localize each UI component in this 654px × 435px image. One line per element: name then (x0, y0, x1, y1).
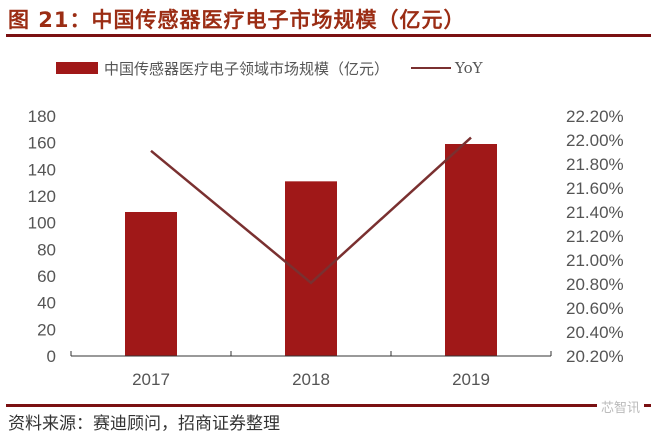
left-axis-tick: 80 (37, 240, 56, 259)
left-axis-tick: 140 (28, 160, 56, 179)
chart-title: 图 21：中国传感器医疗电子市场规模（亿元） (8, 8, 466, 32)
bar-series (125, 144, 497, 356)
right-axis-tick: 20.60% (566, 299, 624, 318)
right-axis-tick: 22.00% (566, 131, 624, 150)
yoy-line-series (150, 136, 472, 285)
left-axis-tick: 100 (28, 214, 56, 233)
bar-2019 (445, 144, 497, 356)
right-axis: 20.20% 20.40% 20.60% 20.80% 21.00% 21.20% 21.4… (566, 107, 624, 366)
left-axis-tick: 180 (28, 107, 56, 126)
watermark: 芯智讯 (596, 397, 644, 416)
left-axis-tick: 120 (28, 187, 56, 206)
x-axis-tick: 2019 (452, 370, 490, 389)
legend-bar-label: 中国传感器医疗电子领域市场规模（亿元） (104, 59, 390, 78)
left-axis: 0 20 40 60 80 100 120 140 160 180 (28, 107, 56, 366)
right-axis-tick: 20.40% (566, 323, 624, 342)
left-axis-tick: 0 (47, 347, 56, 366)
legend-line-swatch-icon (411, 67, 452, 69)
right-axis-tick: 21.80% (566, 155, 624, 174)
footer-divider (6, 404, 651, 407)
right-axis-tick: 20.80% (566, 275, 624, 294)
right-axis-tick: 21.60% (566, 179, 624, 198)
left-axis-tick: 160 (28, 134, 56, 153)
bar-2017 (125, 212, 177, 356)
legend-bar-swatch-icon (56, 62, 98, 74)
left-axis-tick: 40 (37, 294, 56, 313)
legend-line-label: YoY (455, 59, 483, 77)
right-axis-tick: 21.20% (566, 227, 624, 246)
x-axis-tick: 2018 (292, 370, 330, 389)
right-axis-tick: 21.40% (566, 203, 624, 222)
x-axis-tick: 2017 (132, 370, 170, 389)
right-axis-tick: 22.20% (566, 107, 624, 126)
x-axis: 2017 2018 2019 (70, 351, 552, 389)
left-axis-tick: 20 (37, 320, 56, 339)
right-axis-tick: 20.20% (566, 347, 624, 366)
source-note: 资料来源：赛迪顾问，招商证券整理 (8, 414, 280, 434)
title-divider (6, 34, 651, 37)
left-axis-tick: 60 (37, 267, 56, 286)
legend: 中国传感器医疗电子领域市场规模（亿元） YoY (56, 58, 483, 78)
right-axis-tick: 21.00% (566, 251, 624, 270)
